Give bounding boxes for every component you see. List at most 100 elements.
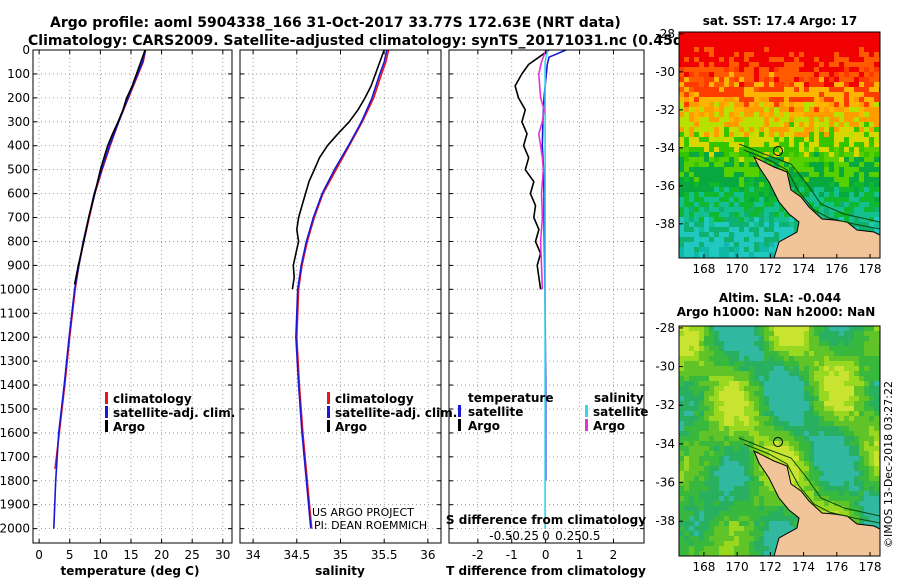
map-cell (689, 132, 694, 137)
map-cell (799, 102, 804, 107)
map-cell (854, 406, 859, 411)
map-cell (684, 47, 689, 52)
map-cell (854, 37, 859, 42)
map-cell (874, 376, 879, 381)
map-cell (684, 481, 689, 486)
series-salinity-argo (537, 49, 547, 290)
map-cell (809, 456, 814, 461)
map-cell (724, 67, 729, 72)
map-cell (744, 481, 749, 486)
map-cell (769, 122, 774, 127)
map-cell (734, 117, 739, 122)
map-cell (769, 506, 774, 511)
map-cell (859, 157, 864, 162)
map-cell (759, 212, 764, 217)
map-cell (854, 67, 859, 72)
map-cell (744, 147, 749, 152)
map-cell (679, 411, 684, 416)
map-cell (834, 87, 839, 92)
map-cell (809, 471, 814, 476)
map-cell (844, 202, 849, 207)
map-cell (739, 331, 744, 336)
map-cell (799, 132, 804, 137)
map-cell (809, 47, 814, 52)
map-cell (869, 351, 874, 356)
map-cell (864, 82, 869, 87)
map-cell (854, 476, 859, 481)
map-cell (724, 222, 729, 227)
map-cell (694, 366, 699, 371)
map-cell (779, 396, 784, 401)
map-cell (749, 531, 754, 536)
sla-map-isobath-1000 (743, 443, 880, 524)
map-cell (679, 436, 684, 441)
map-cell (734, 157, 739, 162)
map-cell (799, 62, 804, 67)
map-cell (819, 411, 824, 416)
map-cell (679, 252, 684, 257)
credit-line-1: US ARGO PROJECT (312, 506, 414, 519)
map-cell (709, 142, 714, 147)
map-ytick-label--34: -34 (655, 437, 675, 451)
map-cell (759, 47, 764, 52)
map-xtick-label-172: 172 (759, 560, 782, 574)
map-cell (779, 117, 784, 122)
map-cell (734, 501, 739, 506)
map-cell (679, 127, 684, 132)
map-cell (874, 97, 879, 102)
map-cell (774, 351, 779, 356)
map-cell (874, 197, 879, 202)
map-cell (739, 37, 744, 42)
map-cell (764, 326, 769, 331)
map-cell (754, 62, 759, 67)
map-cell (719, 361, 724, 366)
map-cell (704, 461, 709, 466)
map-cell (809, 97, 814, 102)
map-cell (834, 152, 839, 157)
map-cell (844, 401, 849, 406)
map-cell (844, 57, 849, 62)
map-cell (679, 416, 684, 421)
map-cell (849, 212, 854, 217)
legend-climatology-swatch (327, 392, 330, 404)
map-xtick-label-170: 170 (726, 262, 749, 276)
map-cell (869, 222, 874, 227)
map-cell (819, 92, 824, 97)
map-cell (734, 371, 739, 376)
map-cell (679, 197, 684, 202)
map-cell (824, 152, 829, 157)
map-cell (704, 107, 709, 112)
sst-map-isobath-2000 (738, 143, 880, 223)
map-cell (779, 157, 784, 162)
map-cell (869, 102, 874, 107)
map-cell (849, 471, 854, 476)
map-cell (784, 92, 789, 97)
map-cell (874, 466, 879, 471)
map-cell (729, 441, 734, 446)
map-cell (724, 546, 729, 551)
map-cell (779, 346, 784, 351)
map-cell (864, 501, 869, 506)
map-cell (684, 496, 689, 501)
map-cell (869, 207, 874, 212)
map-cell (704, 401, 709, 406)
map-cell (794, 107, 799, 112)
map-cell (714, 501, 719, 506)
map-cell (684, 157, 689, 162)
map-cell (854, 202, 859, 207)
map-cell (819, 162, 824, 167)
map-cell (704, 237, 709, 242)
map-cell (774, 386, 779, 391)
map-cell (849, 356, 854, 361)
map-cell (844, 32, 849, 37)
map-cell (789, 227, 794, 232)
map-cell (709, 67, 714, 72)
map-xtick-label-172: 172 (759, 262, 782, 276)
map-cell (869, 366, 874, 371)
map-cell (699, 486, 704, 491)
map-cell (829, 471, 834, 476)
map-cell (709, 187, 714, 192)
map-cell (694, 406, 699, 411)
map-cell (824, 426, 829, 431)
map-cell (724, 401, 729, 406)
